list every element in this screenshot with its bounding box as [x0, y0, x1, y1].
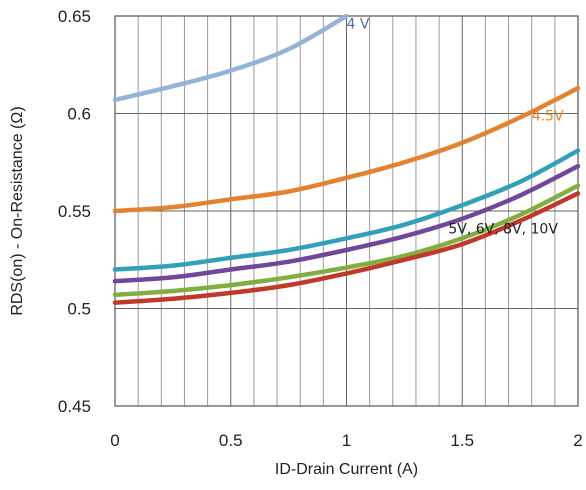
- x-axis-title: ID-Drain Current (A): [275, 461, 418, 478]
- series-layer: [112, 13, 581, 305]
- x-tick-label: 2: [573, 431, 582, 450]
- series-line-10v: [112, 191, 581, 305]
- x-tick-label: 0: [110, 431, 119, 450]
- series-annotation: 5V, 6V, 8V, 10V: [448, 221, 558, 237]
- x-tick-label: 1: [342, 431, 351, 450]
- series-annotation: 4.5V: [532, 108, 564, 124]
- y-tick-label: 0.6: [67, 105, 91, 124]
- series-line-5v: [112, 148, 581, 272]
- y-tick-label: 0.5: [67, 300, 91, 319]
- x-tick-label: 1.5: [450, 431, 474, 450]
- y-tick-label: 0.45: [58, 397, 91, 416]
- annotation-layer: 4 V 4.5V 5V, 6V, 8V, 10V: [347, 17, 564, 238]
- series-line-4-5v: [112, 85, 581, 214]
- y-axis-ticks: 0.45 0.5 0.55 0.6 0.65: [58, 7, 91, 416]
- y-tick-label: 0.55: [58, 202, 91, 221]
- series-annotation: 4 V: [347, 17, 370, 33]
- series-line-6v: [112, 163, 581, 284]
- y-tick-label: 0.65: [58, 7, 91, 26]
- x-axis-ticks: 0 0.5 1 1.5 2: [110, 431, 582, 450]
- series-line-8v: [112, 183, 581, 298]
- series-line-4v: [112, 13, 349, 103]
- x-tick-label: 0.5: [219, 431, 243, 450]
- y-axis-title: RDS(on) - On-Resistance (Ω): [9, 106, 26, 315]
